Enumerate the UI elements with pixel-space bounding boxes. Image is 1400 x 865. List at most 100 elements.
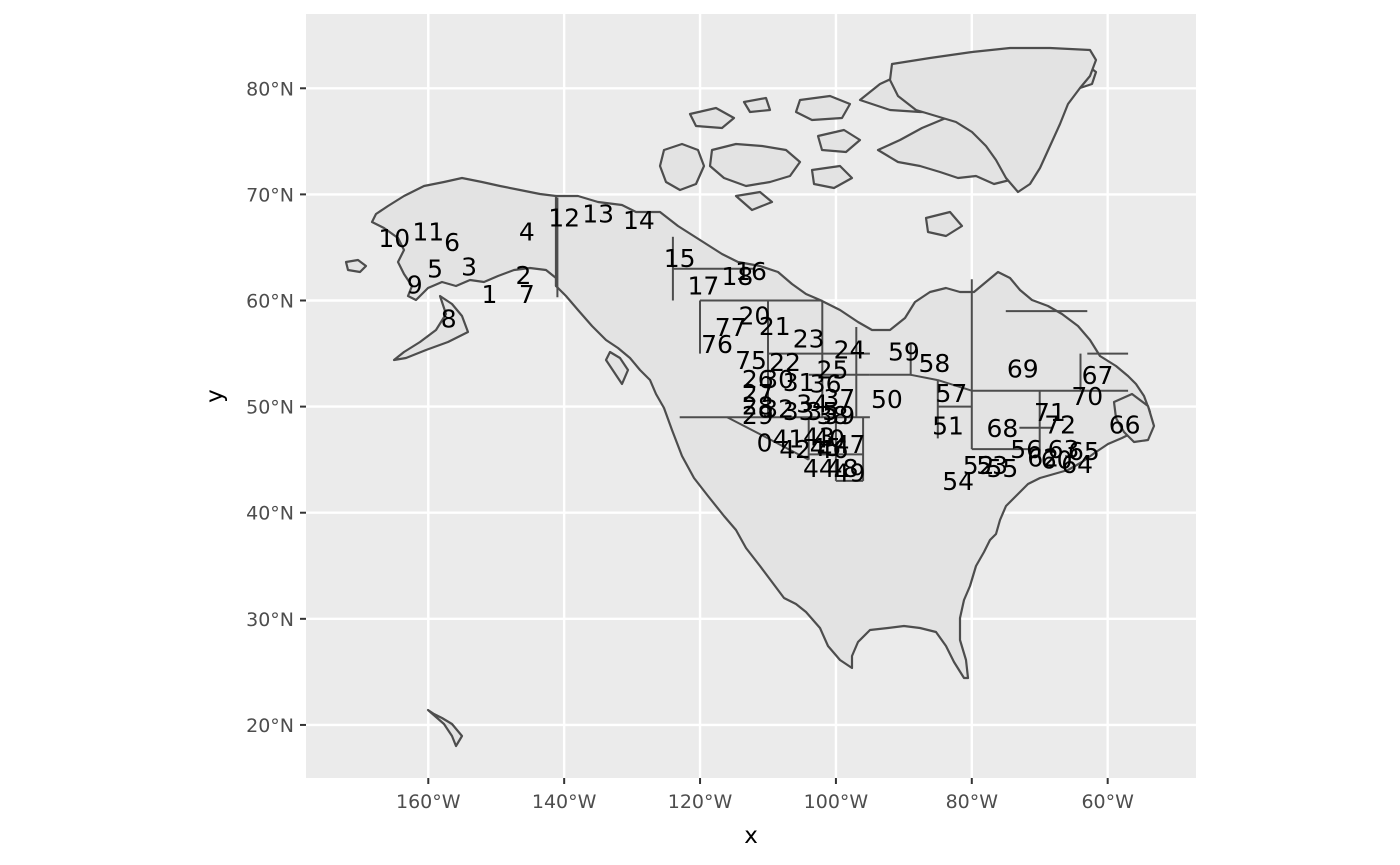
arctic-island-6 xyxy=(734,190,774,212)
y-tick-label: 60°N xyxy=(246,291,294,313)
x-tick-label: 100°W xyxy=(804,791,869,813)
region-label-35: 35 xyxy=(806,397,838,426)
region-label-57: 57 xyxy=(935,379,967,408)
region-label-24: 24 xyxy=(834,335,866,364)
region-label-63: 63 xyxy=(1048,435,1080,464)
region-label-11: 11 xyxy=(412,218,444,247)
region-label-52: 52 xyxy=(963,451,995,480)
land-layer xyxy=(344,46,1156,748)
y-tick-label: 80°N xyxy=(246,78,294,100)
region-label-65: 65 xyxy=(1068,437,1100,466)
region-label-56: 56 xyxy=(1010,435,1042,464)
region-label-70: 70 xyxy=(1071,382,1103,411)
arctic-island-1 xyxy=(794,94,852,122)
region-label-2: 2 xyxy=(515,261,531,290)
arctic-island-4 xyxy=(816,128,862,154)
region-label-58: 58 xyxy=(918,349,950,378)
region-label-22: 22 xyxy=(769,348,801,377)
region-label-47: 47 xyxy=(834,430,866,459)
region-label-13: 13 xyxy=(582,200,614,229)
region-label-32: 32 xyxy=(762,395,794,424)
region-label-42: 42 xyxy=(779,435,811,464)
region-label-9: 9 xyxy=(407,271,423,300)
region-label-53: 53 xyxy=(976,451,1008,480)
greenland xyxy=(888,46,1098,194)
region-label-72: 72 xyxy=(1044,411,1076,440)
region-label-71: 71 xyxy=(1034,398,1066,427)
region-label-7: 7 xyxy=(519,280,535,309)
region-label-38: 38 xyxy=(817,401,849,430)
newfoundland xyxy=(1112,392,1156,444)
region-label-10: 10 xyxy=(378,224,410,253)
region-label-12: 12 xyxy=(548,204,580,233)
x-axis-title: x xyxy=(744,823,758,849)
region-label-40: 40 xyxy=(813,424,845,453)
region-label-76: 76 xyxy=(701,330,733,359)
x-tick-label: 120°W xyxy=(668,791,733,813)
region-borders xyxy=(556,197,1129,482)
region-label-33: 33 xyxy=(783,397,815,426)
region-label-6: 6 xyxy=(444,228,460,257)
region-border-20 xyxy=(937,379,973,392)
region-label-23: 23 xyxy=(793,325,825,354)
region-label-48: 48 xyxy=(827,454,859,483)
region-label-50: 50 xyxy=(871,385,903,414)
region-border-18 xyxy=(910,373,938,382)
y-tick-label: 20°N xyxy=(246,715,294,737)
north-america-mainland xyxy=(554,194,1152,680)
region-label-25: 25 xyxy=(817,356,849,385)
region-label-8: 8 xyxy=(441,305,457,334)
southampton-island xyxy=(924,210,964,238)
region-label-31: 31 xyxy=(783,368,815,397)
region-label-20: 20 xyxy=(738,301,770,330)
region-label-51: 51 xyxy=(932,412,964,441)
region-label-18: 18 xyxy=(721,262,753,291)
x-tick-label: 160°W xyxy=(396,791,461,813)
region-label-44: 44 xyxy=(803,454,835,483)
region-label-28: 28 xyxy=(742,392,774,421)
victoria-island xyxy=(708,142,802,188)
region-label-60: 60 xyxy=(1041,446,1073,475)
region-label-0: 0 xyxy=(757,429,773,458)
region-label-41: 41 xyxy=(772,424,804,453)
region-label-55: 55 xyxy=(986,454,1018,483)
region-label-69: 69 xyxy=(1007,354,1039,383)
region-label-45: 45 xyxy=(810,433,842,462)
y-tick-label: 50°N xyxy=(246,397,294,419)
axes: 160°W 140°W 120°W 100°W 80°W 60°W 20°N 30°N 40°N… xyxy=(246,78,1134,813)
region-label-49: 49 xyxy=(834,458,866,487)
alaska-peninsula xyxy=(392,294,470,362)
region-label-5: 5 xyxy=(427,255,443,284)
region-label-21: 21 xyxy=(759,312,791,341)
y-tick-label: 40°N xyxy=(246,503,294,525)
region-label-39: 39 xyxy=(823,401,855,430)
hawaii-islands xyxy=(426,708,464,748)
region-label-3: 3 xyxy=(461,253,477,282)
region-label-14: 14 xyxy=(623,206,655,235)
arctic-island-3 xyxy=(742,96,772,114)
y-tick-label: 30°N xyxy=(246,609,294,631)
region-label-4: 4 xyxy=(519,218,535,247)
region-label-59: 59 xyxy=(888,337,920,366)
region-label-68: 68 xyxy=(986,414,1018,443)
alaska xyxy=(370,176,558,302)
region-border-11 xyxy=(726,416,810,461)
x-tick-label: 80°W xyxy=(946,791,999,813)
region-label-66: 66 xyxy=(1109,411,1141,440)
region-label-1: 1 xyxy=(481,280,497,309)
arctic-island-2 xyxy=(688,106,736,130)
arctic-island-5 xyxy=(810,164,854,190)
region-label-36: 36 xyxy=(810,369,842,398)
region-label-75: 75 xyxy=(735,346,767,375)
y-axis-title: y xyxy=(202,389,228,403)
region-label-64: 64 xyxy=(1061,450,1093,479)
region-label-46: 46 xyxy=(817,435,849,464)
vancouver-island xyxy=(604,350,630,386)
region-label-27: 27 xyxy=(742,379,774,408)
region-label-77: 77 xyxy=(715,313,747,342)
y-tick-label: 70°N xyxy=(246,184,294,206)
region-label-67: 67 xyxy=(1082,361,1114,390)
region-label-29: 29 xyxy=(742,401,774,430)
